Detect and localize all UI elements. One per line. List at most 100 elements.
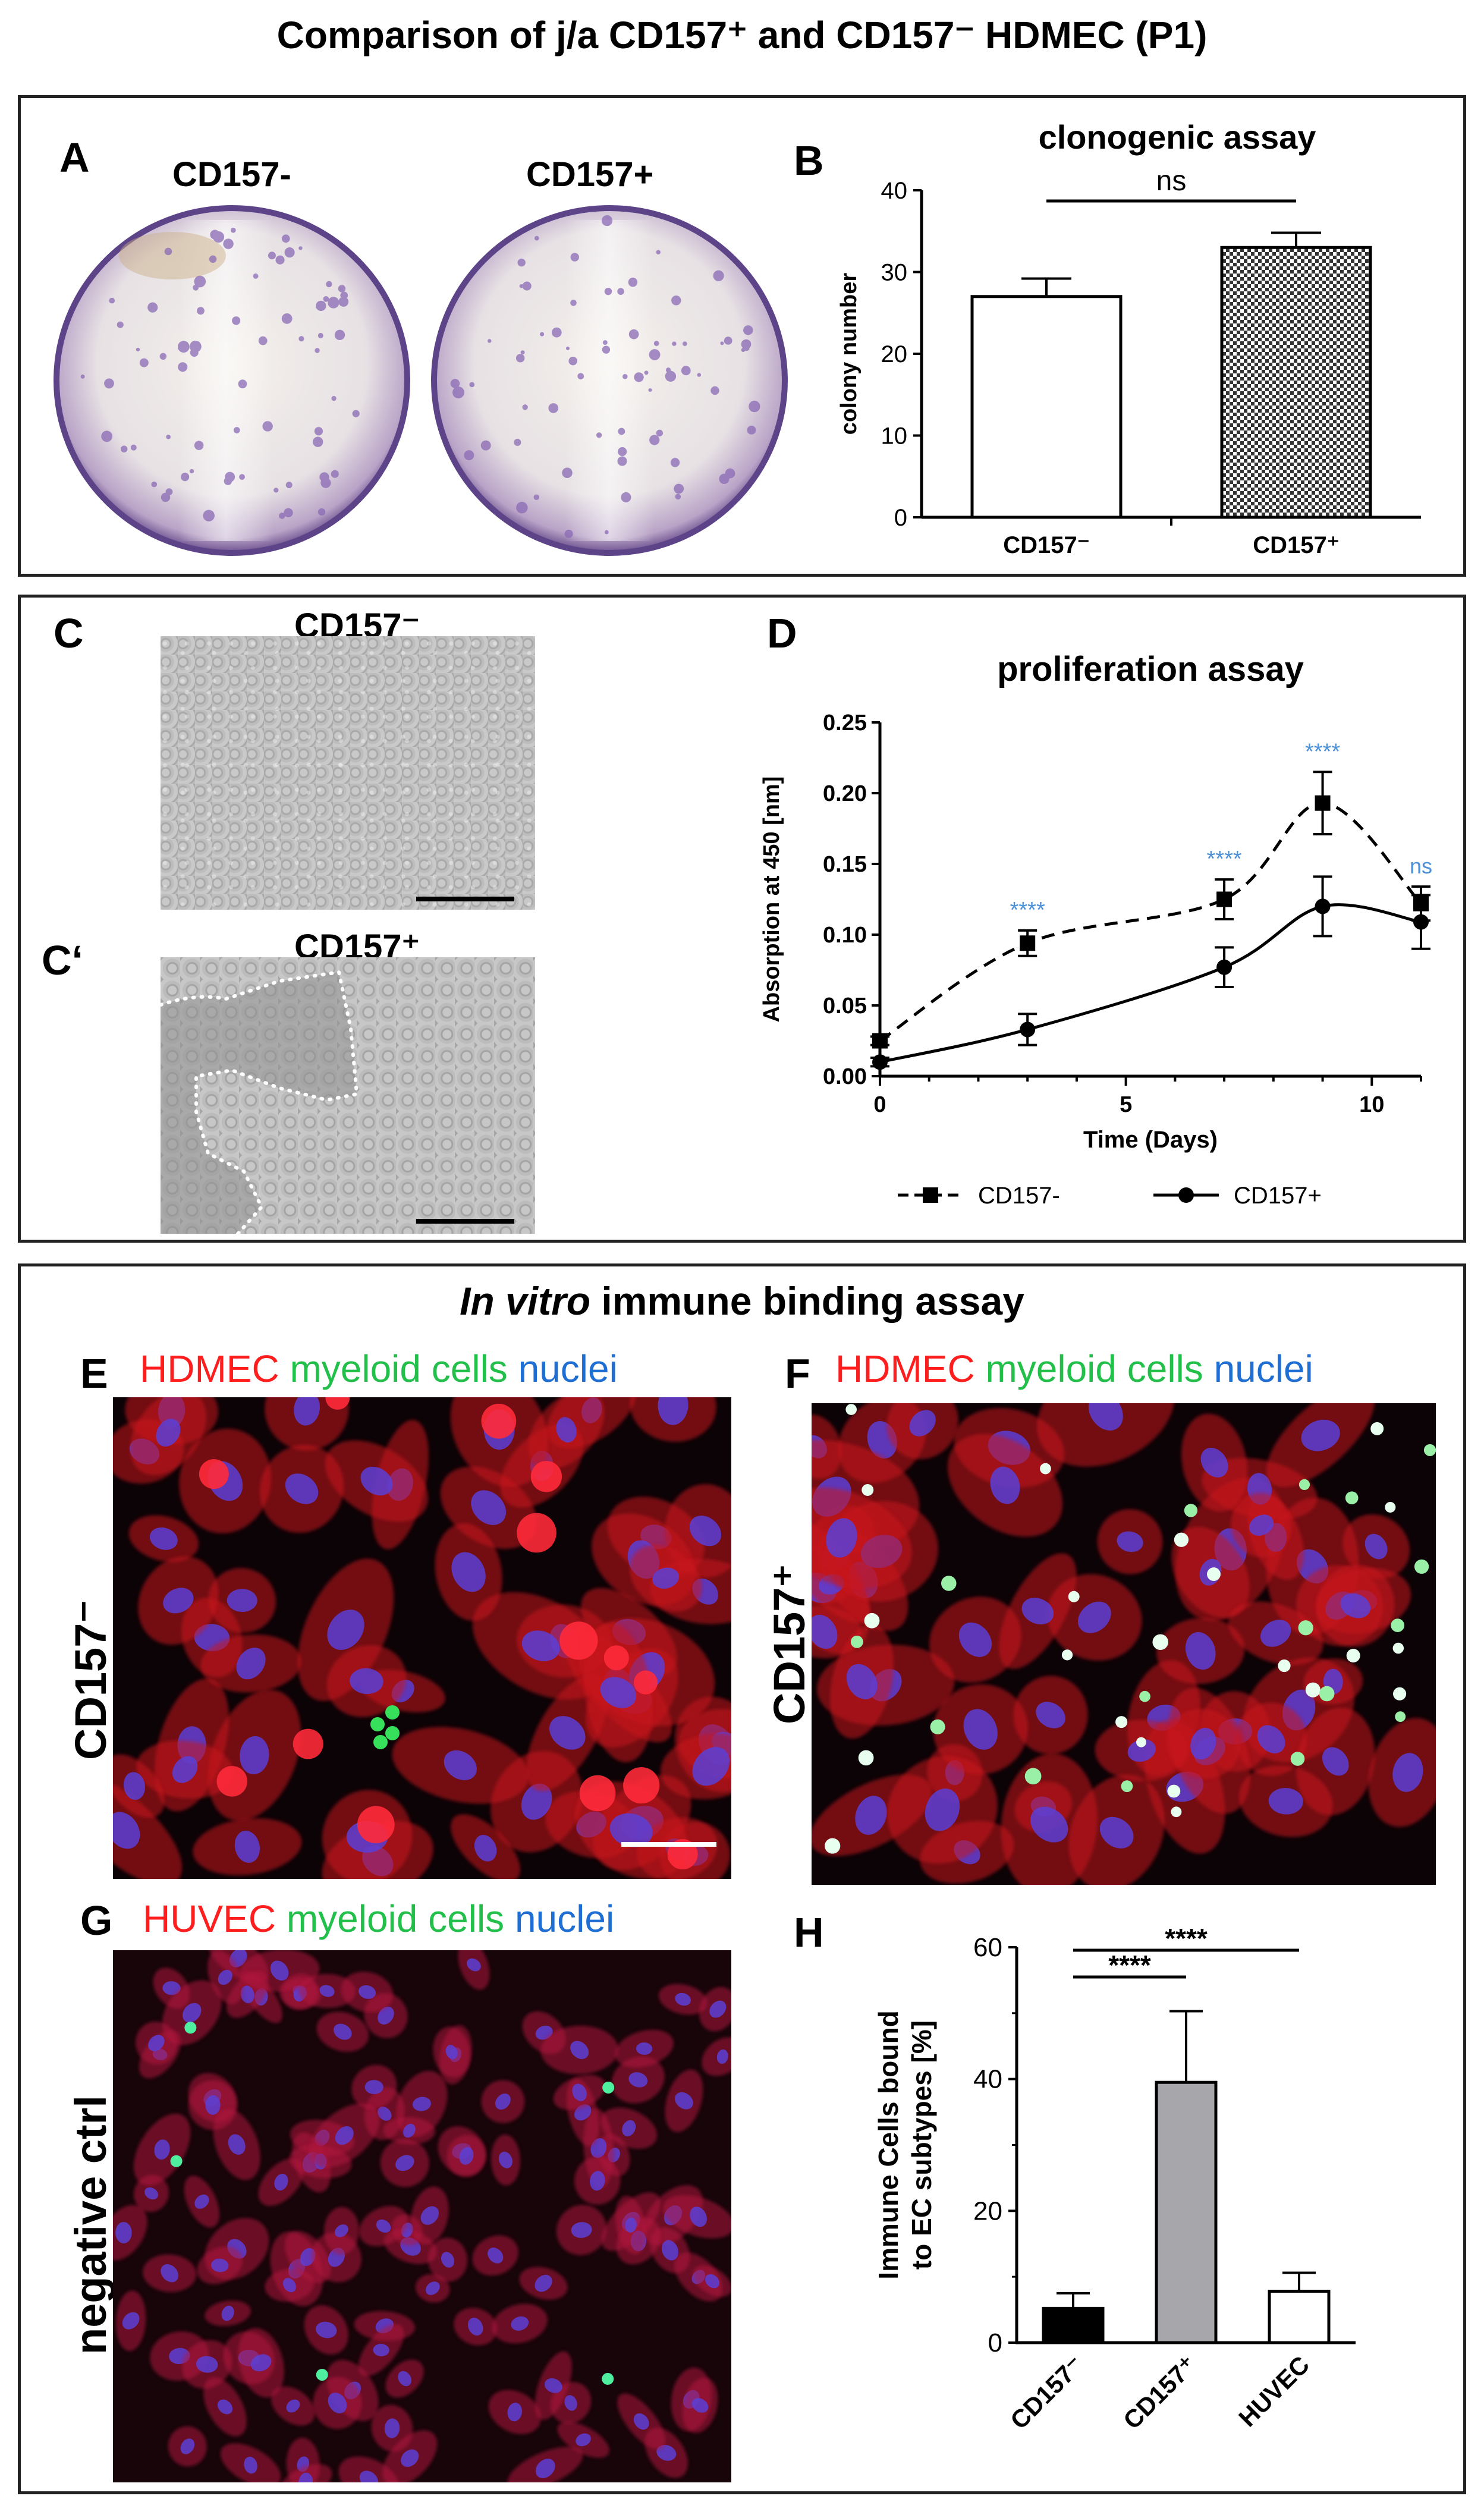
panel-label-a: A — [59, 134, 90, 181]
stain-f-2: myeloid — [985, 1347, 1117, 1390]
colony-dot — [203, 510, 215, 521]
nucleus — [244, 2456, 257, 2474]
myeloid-cell — [1423, 1444, 1436, 1457]
colony-dot — [522, 281, 532, 291]
nucleus — [377, 2107, 392, 2121]
colony-dot — [109, 297, 115, 304]
nucleus — [459, 2147, 474, 2165]
y-tick-label: 40 — [973, 2065, 1002, 2094]
colony-dot — [331, 470, 339, 478]
nucleus — [373, 2343, 389, 2356]
colony-dot — [670, 458, 680, 467]
colony-dot — [464, 450, 474, 461]
nucleus — [572, 2083, 587, 2101]
colony-dot — [516, 502, 528, 514]
nucleus — [521, 1630, 560, 1661]
nucleus — [564, 2395, 577, 2411]
myeloid-cell — [1121, 1780, 1133, 1793]
colony-dot — [298, 336, 304, 342]
colony-dot — [317, 332, 323, 338]
nucleus — [161, 2264, 179, 2283]
nucleus — [210, 2258, 229, 2272]
stain-e-3: cells — [431, 1347, 508, 1390]
stain-f-4: nuclei — [1213, 1347, 1313, 1390]
figure-title: Comparison of j/a CD157⁺ and CD157⁻ HDME… — [276, 14, 1208, 56]
colony-dot — [522, 404, 528, 410]
myeloid-cell — [316, 2368, 328, 2381]
colony-dot — [315, 348, 320, 353]
myeloid-cell — [845, 1404, 857, 1415]
colony-dot — [519, 284, 524, 288]
nucleus — [282, 2278, 296, 2293]
myeloid-cell — [385, 1705, 400, 1720]
colony-dot — [618, 428, 625, 435]
nucleus — [1301, 1419, 1340, 1451]
nucleus — [123, 1772, 146, 1800]
colony-dot — [649, 435, 660, 445]
panel-label-b: B — [794, 137, 824, 184]
colony-dot — [741, 339, 752, 350]
colony-dot — [273, 488, 279, 493]
bar — [970, 295, 1123, 519]
colony-dot — [164, 247, 172, 256]
nucleus — [1030, 1806, 1068, 1843]
colony-dot — [533, 494, 539, 501]
myeloid-cell — [1167, 1784, 1181, 1798]
colony-dot — [697, 373, 702, 377]
side-label-f: CD157⁺ — [765, 1564, 814, 1724]
y-tick-label: 40 — [881, 178, 908, 204]
colony-dot — [352, 410, 360, 417]
colony-dot — [104, 378, 114, 389]
nucleus — [298, 2472, 313, 2482]
colony-dot — [233, 427, 240, 433]
colony-dot — [710, 386, 719, 395]
nucleus — [270, 1960, 289, 1981]
nucleus — [218, 1969, 232, 1985]
fluorescence-image-e — [113, 1397, 731, 1879]
colony-dot — [480, 440, 491, 451]
round-cell — [603, 1645, 629, 1671]
nucleus — [1021, 1598, 1054, 1624]
round-cell — [623, 1767, 660, 1804]
myeloid-cell — [1278, 1659, 1291, 1673]
colony-dot — [469, 382, 475, 388]
nucleus — [1190, 1728, 1216, 1760]
colony-dot — [210, 230, 220, 240]
nucleus — [963, 1709, 998, 1750]
colony-dot — [747, 425, 756, 435]
colony-dot — [279, 513, 285, 519]
colony-dot — [258, 336, 268, 345]
legend-label: CD157+ — [1234, 1183, 1322, 1209]
nucleus — [990, 1466, 1020, 1504]
nucleus — [358, 1985, 376, 1999]
colony-dot — [232, 316, 241, 325]
y-tick-label: 20 — [973, 2196, 1002, 2226]
section-immune-title: In vitro immune binding assay — [0, 1278, 1484, 1324]
stain-e-2: myeloid — [290, 1347, 421, 1390]
nucleus — [148, 2035, 165, 2051]
dish-label-cd157-neg: CD157- — [172, 155, 291, 194]
stain-f-3: cells — [1127, 1347, 1203, 1390]
nucleus — [401, 2449, 419, 2468]
round-cell — [357, 1806, 395, 1844]
dish-cd157-pos — [431, 205, 788, 556]
nucleus — [228, 2134, 246, 2155]
nucleus — [636, 2042, 653, 2055]
nucleus — [115, 2221, 132, 2244]
bar — [1268, 2290, 1331, 2344]
bar — [1220, 246, 1372, 519]
nucleus — [384, 2418, 400, 2438]
nucleus — [162, 1981, 181, 1995]
nucleus — [144, 2187, 159, 2200]
nucleus — [1257, 1725, 1285, 1753]
colony-dot — [238, 379, 247, 389]
nucleus — [359, 2470, 378, 2482]
round-cell — [579, 1775, 616, 1812]
myeloid-cell — [1040, 1463, 1051, 1475]
colony-dot — [671, 296, 681, 306]
nucleus — [1322, 1747, 1349, 1776]
myeloid-cell — [862, 1483, 874, 1496]
colony-dot — [602, 345, 611, 354]
nucleus — [172, 1756, 198, 1783]
myeloid-cell — [1414, 1559, 1429, 1574]
